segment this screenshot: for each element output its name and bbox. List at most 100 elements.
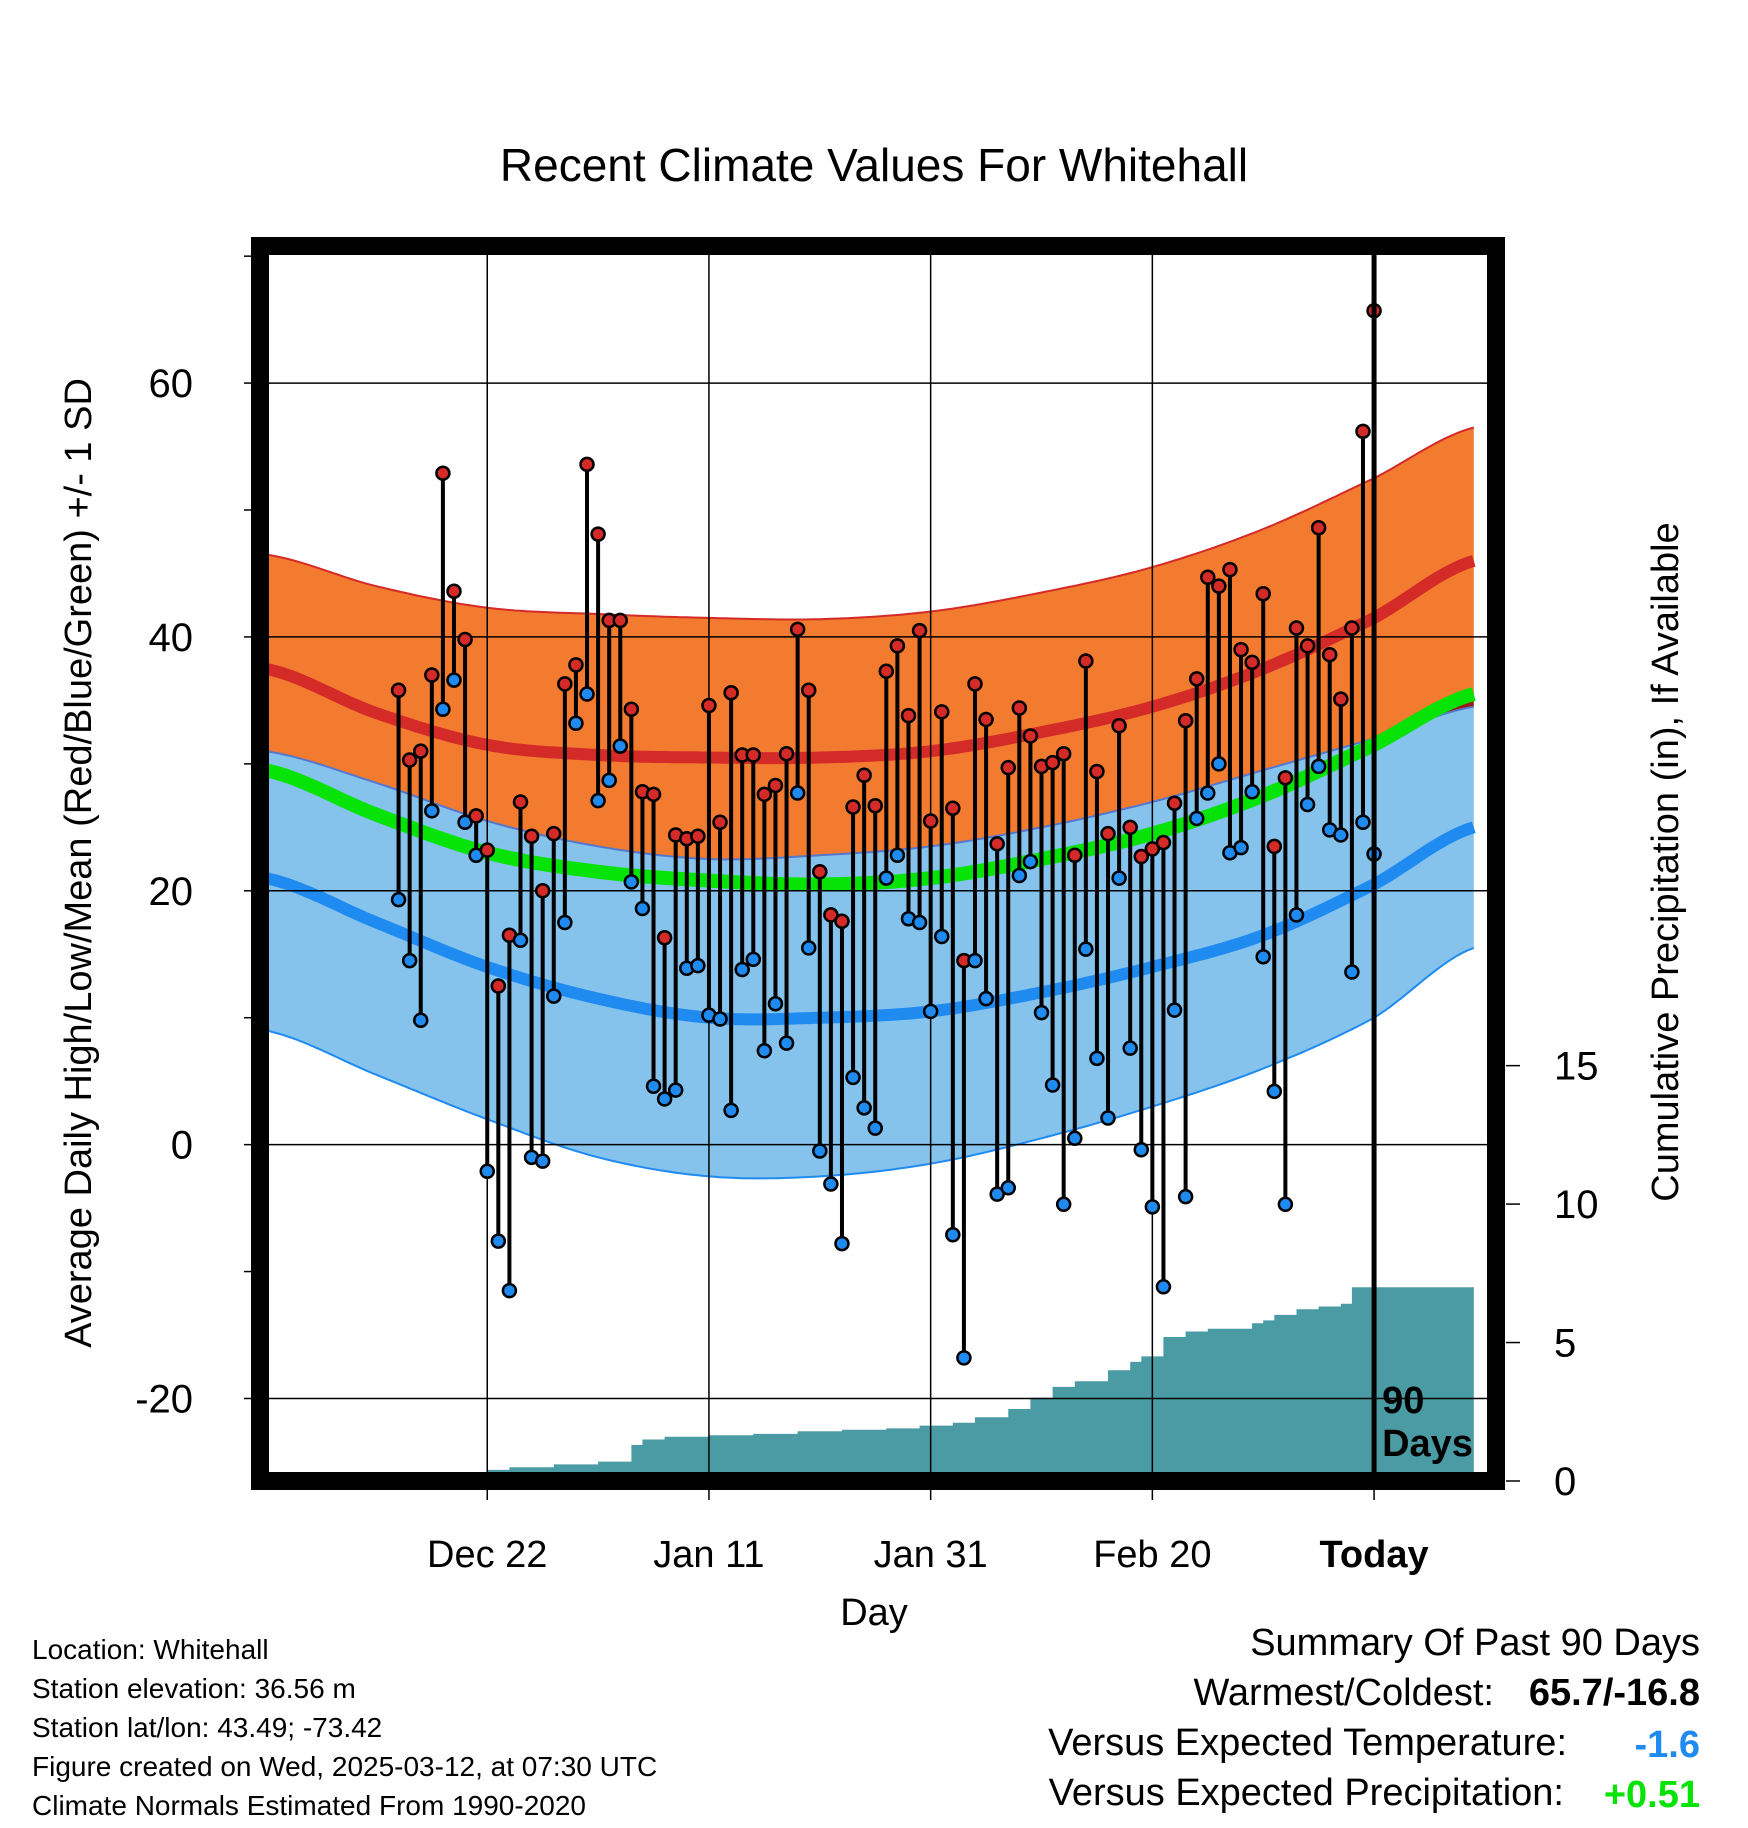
daily-high-point <box>867 797 883 814</box>
daily-low-point <box>1000 1180 1017 1196</box>
footer-latlon: Station lat/lon: 43.49; -73.42 <box>32 1712 382 1743</box>
daily-low-point <box>557 914 573 931</box>
summary-warmest-label: Warmest/Coldest: <box>1193 1672 1494 1714</box>
daily-high-point <box>1122 819 1138 836</box>
summary-precip-label: Versus Expected Precipitation: <box>1049 1772 1564 1814</box>
daily-high-point <box>922 813 939 829</box>
summary-heading: Summary Of Past 90 Days <box>1250 1622 1700 1664</box>
daily-low-point <box>1299 796 1316 813</box>
daily-high-point <box>745 747 762 763</box>
daily-high-point <box>457 631 473 648</box>
daily-low-point <box>1177 1188 1194 1205</box>
daily-high-point <box>834 913 850 930</box>
y-axis-left: -20 0 20 40 60 <box>135 255 251 1421</box>
daily-low-point <box>667 1082 684 1098</box>
daily-high-point <box>1200 569 1216 586</box>
footer-location: Location: Whitehall <box>32 1634 269 1665</box>
y-axis-label: Average Daily High/Low/Mean (Red/Blue/Gr… <box>58 378 100 1348</box>
daily-low-point <box>623 874 640 890</box>
daily-low-point <box>424 803 440 819</box>
daily-low-point <box>911 914 928 931</box>
daily-low-point <box>1133 1141 1150 1158</box>
daily-low-point <box>579 686 595 702</box>
daily-low-point <box>590 792 606 809</box>
y-tick-label: 0 <box>171 1124 193 1168</box>
daily-low-point <box>656 1091 673 1107</box>
daily-low-point <box>812 1143 828 1159</box>
daily-low-point <box>1033 1004 1050 1021</box>
daily-low-point <box>1011 867 1028 884</box>
daily-low-point <box>1266 1083 1283 1100</box>
daily-low-point <box>922 1003 939 1020</box>
daily-high-point <box>412 743 429 759</box>
daily-high-point <box>756 786 773 803</box>
daily-low-point <box>878 870 895 886</box>
daily-high-point <box>1211 578 1227 594</box>
daily-high-point <box>1355 423 1371 440</box>
daily-high-point <box>723 685 739 701</box>
plot-frame <box>251 237 1505 1490</box>
daily-high-point <box>967 676 983 692</box>
x-tick-label: Jan 31 <box>874 1534 988 1576</box>
daily-high-point <box>1000 759 1017 776</box>
daily-low-point <box>1166 1002 1183 1018</box>
daily-high-point <box>1321 646 1338 663</box>
daily-high-point <box>767 777 784 794</box>
daily-low-point <box>1155 1279 1172 1295</box>
today-marker-label: Days <box>1382 1423 1473 1465</box>
daily-low-point <box>401 952 418 969</box>
daily-low-point <box>1310 758 1327 775</box>
summary-warmest-value: 65.7/-16.8 <box>1529 1672 1700 1714</box>
daily-high-point <box>1255 586 1271 602</box>
daily-low-point <box>956 1350 972 1366</box>
daily-high-point <box>435 465 451 481</box>
daily-high-point <box>424 667 440 683</box>
daily-high-point <box>856 767 872 784</box>
daily-low-point <box>1067 1130 1083 1147</box>
y-tick-label: 40 <box>149 616 194 660</box>
daily-high-point <box>1333 691 1349 707</box>
x-tick-label: Today <box>1320 1534 1429 1576</box>
daily-high-point <box>1266 838 1283 855</box>
daily-low-point <box>412 1012 429 1029</box>
daily-high-point <box>1310 520 1327 536</box>
x-tick-label: Dec 22 <box>427 1534 547 1576</box>
daily-low-point <box>1355 814 1371 830</box>
mean-normal-line <box>264 687 1476 892</box>
daily-high-point <box>1166 795 1183 811</box>
daily-high-point <box>479 842 495 858</box>
daily-high-point <box>1222 561 1238 578</box>
high-upper-edge <box>265 426 1475 621</box>
daily-high-point <box>778 745 795 762</box>
daily-high-point <box>1244 654 1260 671</box>
daily-high-point <box>1133 848 1150 865</box>
daily-low-point <box>778 1035 795 1051</box>
daily-high-point <box>645 786 662 803</box>
daily-high-point <box>557 676 573 692</box>
daily-low-point <box>1144 1199 1161 1215</box>
daily-high-point <box>845 799 861 815</box>
daily-high-point <box>534 883 551 899</box>
daily-low-point <box>767 996 784 1012</box>
daily-high-point <box>1011 700 1028 716</box>
daily-high-point <box>612 612 629 629</box>
daily-high-point <box>978 711 994 728</box>
y-tick-label: -20 <box>135 1377 193 1421</box>
x-tick-label: Feb 20 <box>1093 1534 1211 1576</box>
summary-precip-value: +0.51 <box>1604 1774 1700 1816</box>
high-std-band <box>265 427 1474 899</box>
daily-low-point <box>889 847 906 863</box>
daily-low-point <box>1022 853 1039 870</box>
daily-high-point <box>1100 825 1116 842</box>
daily-low-point <box>723 1102 739 1119</box>
daily-low-point <box>1200 785 1216 801</box>
daily-high-point <box>690 828 706 844</box>
daily-low-point <box>490 1233 507 1249</box>
daily-low-point <box>1111 870 1127 886</box>
y2-axis-label: Cumulative Precipitation (in), If Availa… <box>1645 522 1687 1201</box>
today-marker-label: 90 <box>1382 1380 1424 1422</box>
daily-low-point <box>945 1227 961 1243</box>
daily-high-point <box>1188 671 1205 687</box>
daily-low-point <box>1344 964 1360 980</box>
